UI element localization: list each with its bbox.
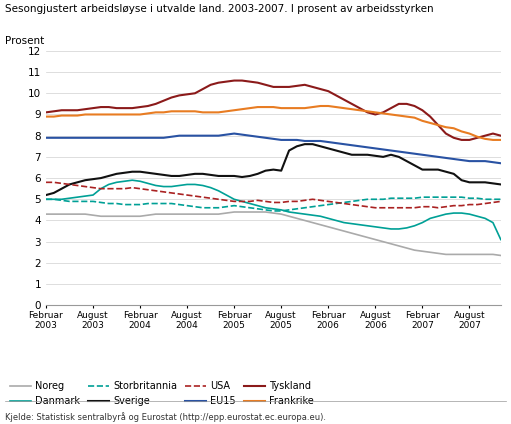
Danmark [113,180,120,185]
Storbritannia [270,209,276,214]
Tyskland [380,110,386,115]
Noreg [286,214,292,219]
Storbritannia [498,197,504,202]
EU15 [380,147,386,152]
Sverige [498,182,504,187]
EU15 [43,135,49,140]
Storbritannia [380,197,386,202]
Storbritannia [113,201,120,206]
Storbritannia [90,199,96,204]
Danmark [59,197,65,202]
Text: Prosent: Prosent [5,36,44,46]
Storbritannia [43,197,49,202]
USA [90,185,96,190]
Storbritannia [160,201,167,206]
Sverige [301,142,308,147]
Sverige [59,186,65,191]
Noreg [160,212,167,217]
Line: USA: USA [46,182,501,208]
Legend: Noreg, Danmark, Storbritannia, Sverige, USA, EU15, Tyskland, Frankrike: Noreg, Danmark, Storbritannia, Sverige, … [10,381,314,406]
Tyskland [90,106,96,111]
Line: Storbritannia: Storbritannia [46,197,501,211]
Sverige [160,172,167,177]
Tyskland [113,106,120,111]
USA [372,205,378,210]
Storbritannia [59,198,65,203]
Line: Tyskland: Tyskland [46,81,501,140]
Tyskland [59,108,65,113]
Frankrike [90,112,96,117]
Danmark [498,237,504,242]
Tyskland [231,78,237,83]
Tyskland [43,110,49,115]
Frankrike [490,137,496,142]
Line: Frankrike: Frankrike [46,106,501,140]
USA [380,205,386,210]
Frankrike [278,106,284,111]
Frankrike [160,110,167,115]
Noreg [113,214,120,219]
Sverige [43,192,49,198]
Frankrike [498,137,504,142]
Danmark [129,178,135,183]
Frankrike [113,112,120,117]
Danmark [286,209,292,215]
EU15 [59,135,65,140]
Danmark [380,226,386,231]
EU15 [160,135,167,140]
Noreg [498,253,504,258]
Storbritannia [420,195,426,200]
Sverige [113,171,120,176]
Sverige [380,154,386,159]
USA [113,186,120,191]
USA [160,189,167,194]
Noreg [90,213,96,218]
EU15 [231,131,237,136]
EU15 [286,137,292,142]
Frankrike [43,114,49,119]
Text: Kjelde: Statistisk sentralbyrå og Eurostat (http://epp.eurostat.ec.europa.eu).: Kjelde: Statistisk sentralbyrå og Eurost… [5,412,326,422]
Noreg [231,209,237,215]
Noreg [43,212,49,217]
Frankrike [317,103,323,109]
Danmark [43,197,49,202]
EU15 [90,135,96,140]
Sverige [90,177,96,182]
Tyskland [286,84,292,89]
Tyskland [160,98,167,103]
Tyskland [458,137,464,142]
Line: EU15: EU15 [46,134,501,163]
Line: Sverige: Sverige [46,144,501,195]
EU15 [113,135,120,140]
Line: Danmark: Danmark [46,180,501,240]
Text: Sesongjustert arbeidsløyse i utvalde land. 2003-2007. I prosent av arbeidsstyrke: Sesongjustert arbeidsløyse i utvalde lan… [5,4,434,14]
Danmark [169,184,175,189]
Frankrike [59,113,65,118]
USA [59,181,65,186]
Line: Noreg: Noreg [46,212,501,255]
Noreg [380,239,386,244]
USA [43,180,49,185]
Storbritannia [286,207,292,212]
USA [278,200,284,205]
Frankrike [380,111,386,116]
Tyskland [498,133,504,138]
Noreg [59,212,65,217]
USA [498,199,504,204]
Sverige [278,168,284,173]
Danmark [90,192,96,198]
EU15 [498,161,504,166]
